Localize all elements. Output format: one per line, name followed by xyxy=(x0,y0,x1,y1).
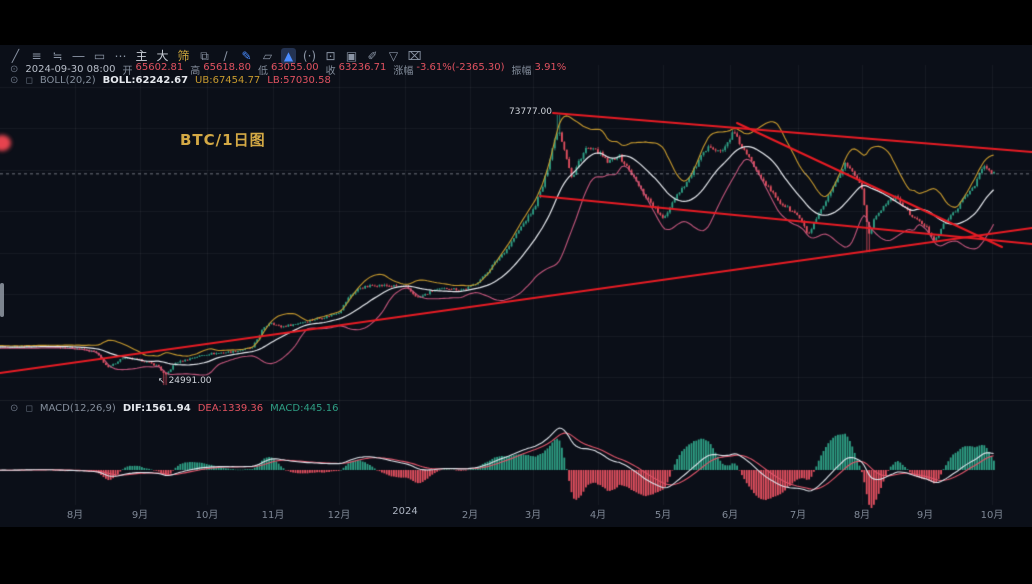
boll-lb-value: LB:57030.58 xyxy=(267,75,331,86)
duplicate-icon[interactable]: ⧉ xyxy=(200,49,209,63)
x-axis-label: 9月 xyxy=(131,510,149,521)
ohlc-open-value: 65602.81 xyxy=(135,62,184,73)
ohlc-close-label: 收 xyxy=(325,66,336,77)
x-axis-label: 2024 xyxy=(392,506,418,517)
x-axis-label: 9月 xyxy=(916,510,934,521)
visibility-toggle-icon[interactable]: ⊙ xyxy=(10,64,19,75)
pen-icon[interactable]: ✐ xyxy=(367,49,378,63)
chart-type-icon[interactable]: ≡ xyxy=(31,49,42,63)
main-chart-button[interactable]: 主 xyxy=(135,49,148,63)
x-axis-label: 4月 xyxy=(589,510,607,521)
brush-tool-icon[interactable]: ✎ xyxy=(241,49,252,63)
candle-datetime: 2024-09-30 08:00 xyxy=(25,64,116,75)
boll-boll-value: BOLL:62242.67 xyxy=(102,75,189,86)
macd-settings-icon[interactable]: ◻ xyxy=(25,403,33,414)
x-axis-label: 3月 xyxy=(524,510,542,521)
letterbox-bottom xyxy=(0,527,1032,584)
price-chart-canvas[interactable] xyxy=(0,45,1032,527)
boll-visibility-toggle-icon[interactable]: ⊙ xyxy=(10,75,19,86)
filter-icon[interactable]: ▽ xyxy=(388,49,399,63)
edit-box-icon[interactable]: ▣ xyxy=(345,49,358,63)
ohlc-field-high: 高 65618.80 xyxy=(190,62,251,77)
low-price-label: ↖ 24991.00 xyxy=(158,376,212,386)
x-axis-label: 5月 xyxy=(654,510,672,521)
export-icon[interactable]: ⊡ xyxy=(325,49,336,63)
ohlc-low-value: 63055.00 xyxy=(270,62,319,73)
ohlc-field-amplitude: 振幅 3.91% xyxy=(512,62,567,77)
macd-dif-value: DIF:1561.94 xyxy=(122,403,191,414)
ohlc-change-value: -3.61%(-2365.30) xyxy=(416,62,505,73)
ohlc-high-label: 高 xyxy=(190,66,201,77)
high-price-label: 73777.00 xyxy=(488,107,552,117)
macd-visibility-toggle-icon[interactable]: ⊙ xyxy=(10,403,19,414)
low-price-value: 24991.00 xyxy=(168,376,212,386)
delete-icon[interactable]: ⌧ xyxy=(407,49,422,63)
ohlc-amplitude-value: 3.91% xyxy=(534,62,567,73)
x-axis-label: 8月 xyxy=(853,510,871,521)
x-axis-label: 11月 xyxy=(261,510,285,521)
macd-macd-value: MACD:445.16 xyxy=(270,403,339,414)
ohlc-change-label: 涨幅 xyxy=(393,66,414,77)
x-axis-label: 10月 xyxy=(980,510,1004,521)
ohlc-field-close: 收 63236.71 xyxy=(326,62,387,77)
ohlc-open-label: 开 xyxy=(122,66,133,77)
ohlc-amplitude-label: 振幅 xyxy=(511,66,532,77)
ohlc-field-change: 涨幅 -3.61%(-2365.30) xyxy=(393,62,504,77)
ohlc-close-value: 63236.71 xyxy=(338,62,387,73)
chart-toolbar: ╱ ≡ ≒ ― ▭ ⋯ 主大筛 ⧉ ∕ ✎ ▱ ▲ (·) ⊡ ▣ ✐ ▽ ⌧ xyxy=(8,47,422,65)
trendline-tool-icon[interactable]: ╱ xyxy=(11,49,20,63)
boll-indicator-name[interactable]: BOLL(20,2) xyxy=(39,75,96,86)
eraser-icon[interactable]: ▱ xyxy=(262,49,273,63)
boll-ub-value: UB:67454.77 xyxy=(195,75,261,86)
x-axis-label: 10月 xyxy=(195,510,219,521)
brackets-tool-icon[interactable]: (·) xyxy=(302,49,317,63)
letterbox-top xyxy=(0,0,1032,45)
high-price-value: 73777.00 xyxy=(509,107,552,117)
left-scrollbar-fragment[interactable] xyxy=(0,283,4,317)
ohlc-high-value: 65618.80 xyxy=(203,62,251,73)
more-tools-icon[interactable]: ⋯ xyxy=(114,49,127,63)
x-axis-label: 8月 xyxy=(66,510,84,521)
magnet-tool-icon[interactable]: ▲ xyxy=(281,48,296,64)
trading-app: ╱ ≡ ≒ ― ▭ ⋯ 主大筛 ⧉ ∕ ✎ ▱ ▲ (·) ⊡ ▣ ✐ ▽ ⌧ ⊙ 2024-09-30 08:00… xyxy=(0,45,1032,527)
ohlc-info-row: ⊙ 2024-09-30 08:00 开 65602.81 高 65618.80 低 6305… xyxy=(10,62,566,77)
large-view-button[interactable]: 大 xyxy=(156,49,169,63)
x-axis-label: 2月 xyxy=(461,510,479,521)
horizontal-line-icon[interactable]: ― xyxy=(72,49,85,63)
boll-settings-icon[interactable]: ◻ xyxy=(25,75,33,86)
ohlc-field-open: 开 65602.81 xyxy=(123,62,184,77)
recording-indicator-dot xyxy=(0,135,11,151)
screener-button[interactable]: 筛 xyxy=(177,49,190,63)
macd-info-row: ⊙ ◻ MACD(12,26,9) DIF:1561.94 DEA:1339.36 MAC… xyxy=(10,403,338,414)
x-axis-label: 6月 xyxy=(721,510,739,521)
rectangle-tool-icon[interactable]: ▭ xyxy=(93,49,106,63)
measure-icon[interactable]: ∕ xyxy=(223,49,228,63)
compare-lines-icon[interactable]: ≒ xyxy=(52,49,63,63)
chart-title: BTC/1日图 xyxy=(180,131,266,149)
low-arrow-icon: ↖ xyxy=(158,376,165,385)
x-axis[interactable]: 8月 9月 10月 11月 12月 2024 2月 3月 4月 5月 6月 7月 8月 9月 10月 xyxy=(0,506,1032,522)
macd-dea-value: DEA:1339.36 xyxy=(197,403,264,414)
x-axis-label: 12月 xyxy=(327,510,351,521)
macd-indicator-name[interactable]: MACD(12,26,9) xyxy=(39,403,116,414)
ohlc-field-low: 低 63055.00 xyxy=(258,62,319,77)
ohlc-low-label: 低 xyxy=(257,66,268,77)
boll-info-row: ⊙ ◻ BOLL(20,2) BOLL:62242.67 UB:67454.77 LB:5… xyxy=(10,75,331,86)
x-axis-label: 7月 xyxy=(789,510,807,521)
